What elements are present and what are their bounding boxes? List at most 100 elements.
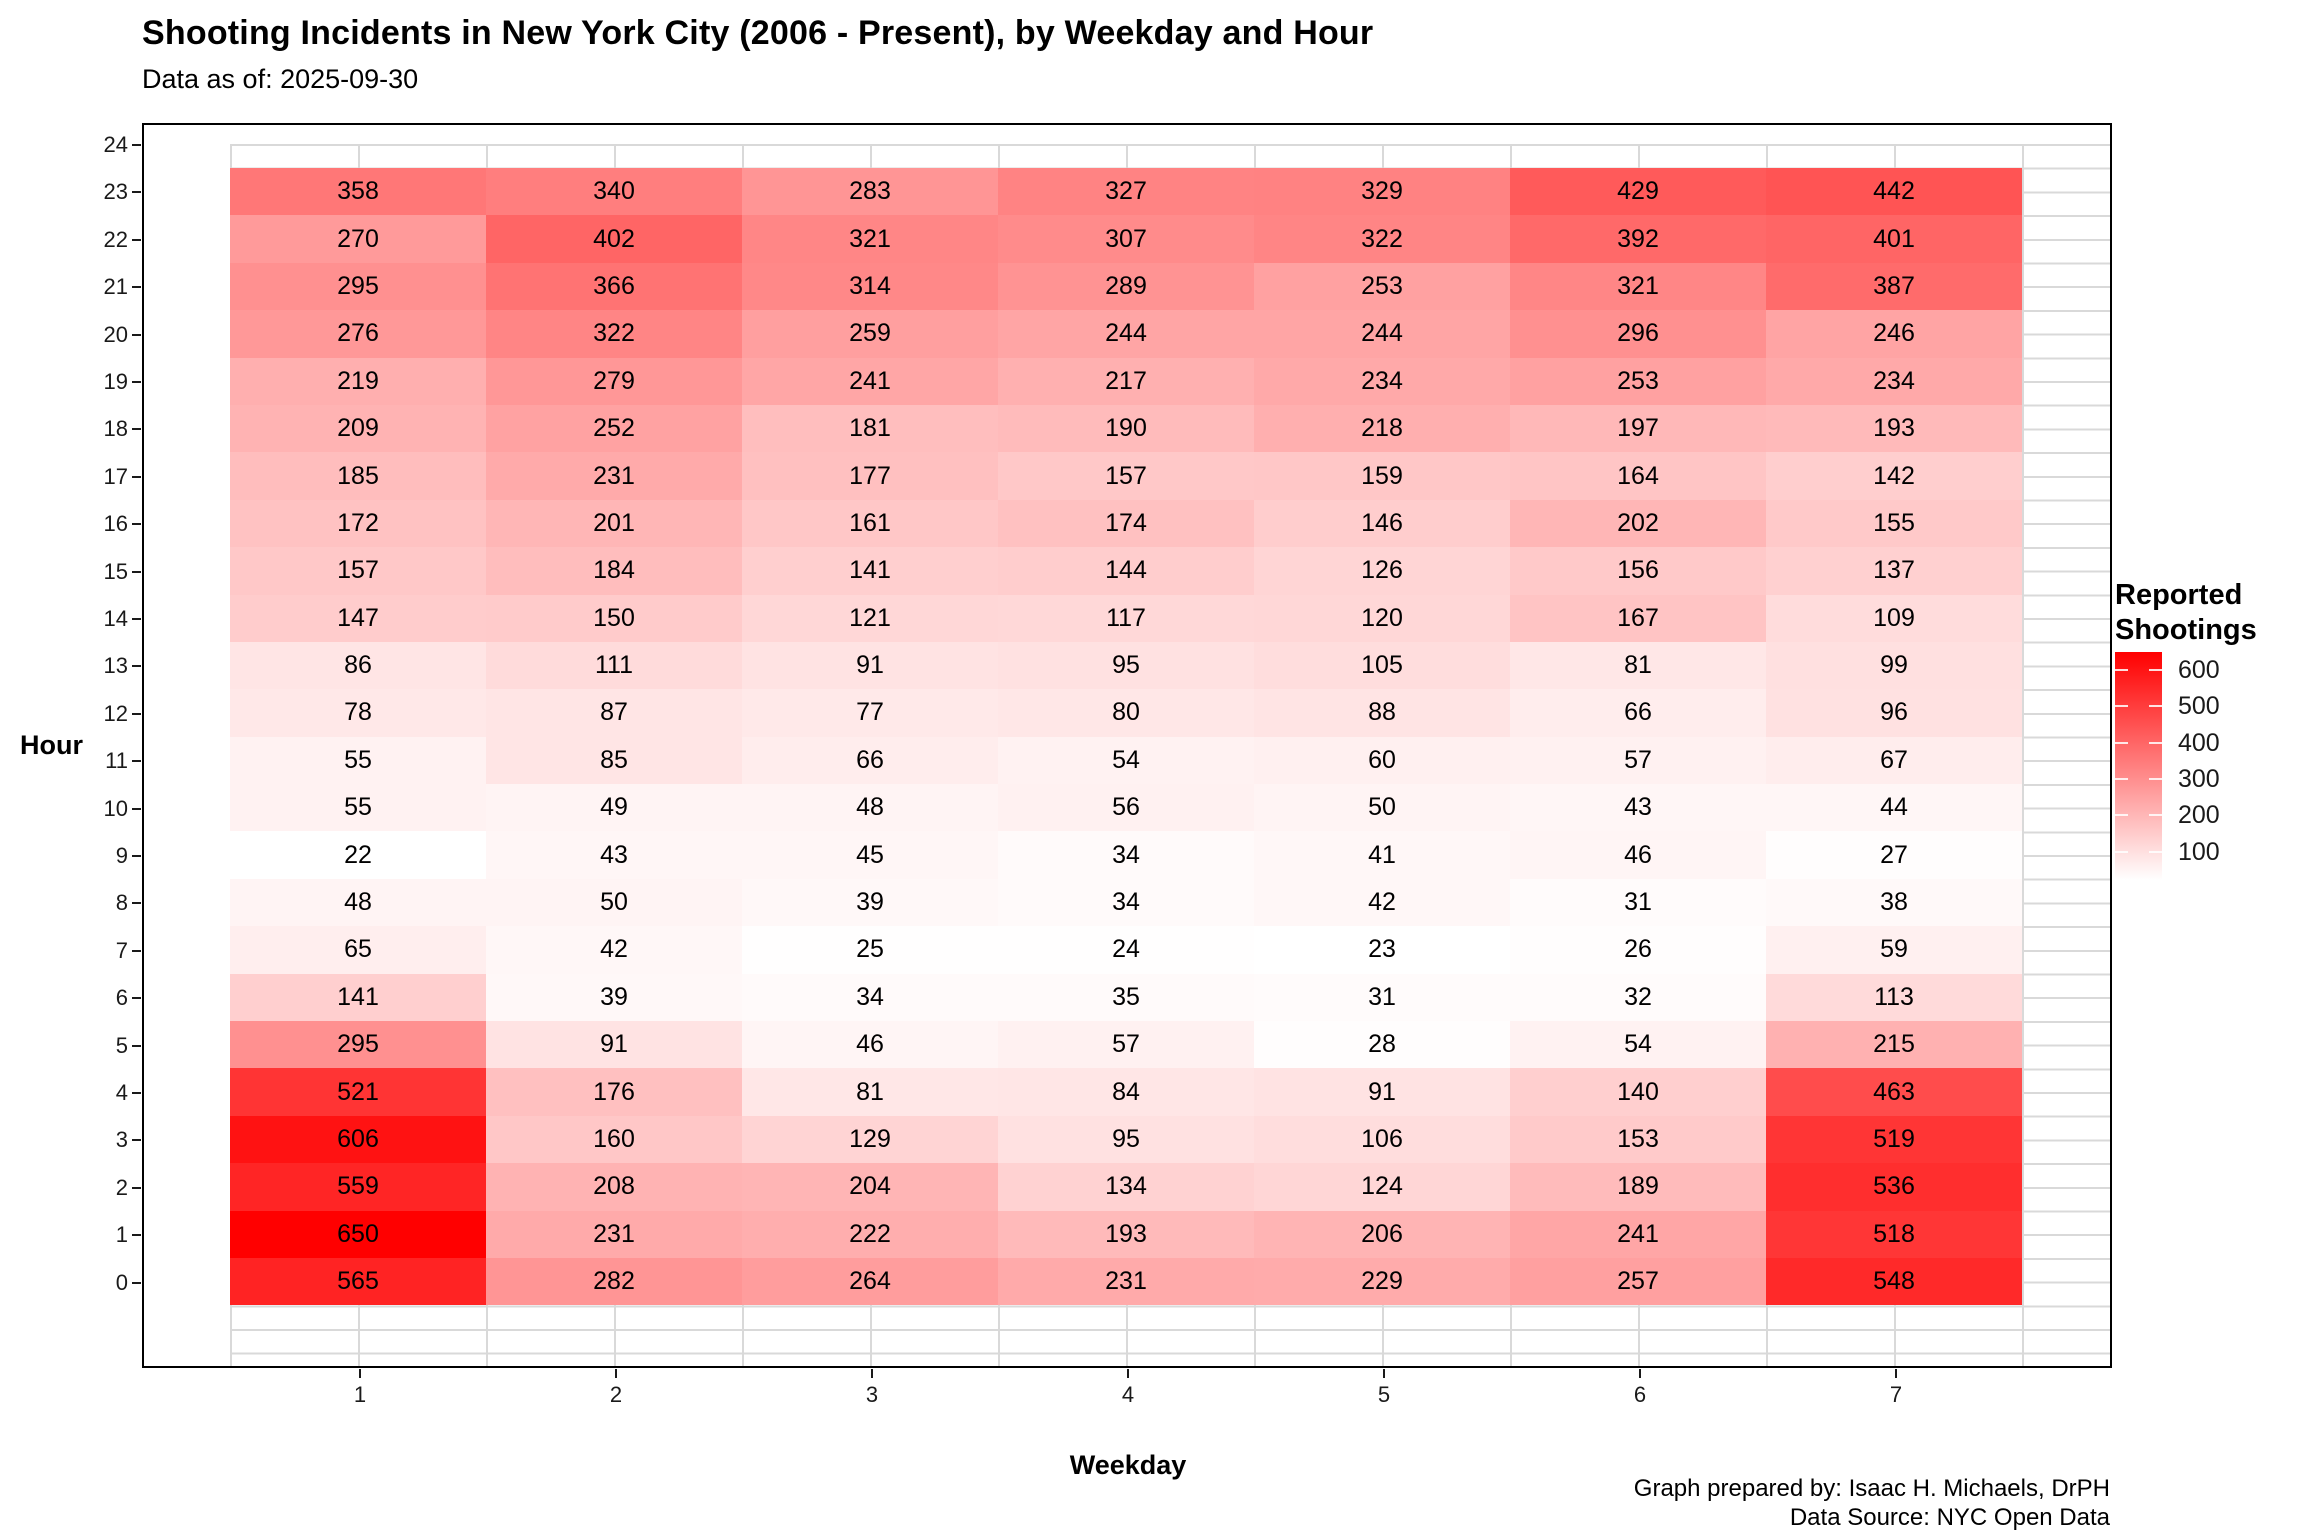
chart-subtitle: Data as of: 2025-09-30 (142, 64, 419, 94)
y-tick-mark (132, 428, 141, 431)
heatmap-cell: 137 (1766, 547, 2022, 595)
heatmap-cell: 295 (230, 1021, 486, 1069)
heatmap-cell: 50 (1254, 784, 1510, 832)
heatmap-cell: 31 (1510, 878, 1766, 927)
heatmap-cell: 134 (998, 1163, 1254, 1211)
heatmap-cell: 34 (742, 973, 998, 1022)
y-tick-label: 17 (103, 463, 128, 489)
heatmap-cell: 190 (998, 404, 1254, 453)
y-tick-label: 4 (115, 1080, 128, 1105)
heatmap-cell: 50 (486, 878, 742, 927)
heatmap-cell: 141 (230, 973, 486, 1022)
heatmap-cell: 217 (998, 357, 1254, 405)
x-tick-label: 7 (1889, 1382, 1903, 1407)
heatmap-cell: 201 (486, 499, 742, 548)
y-tick-mark (132, 1234, 141, 1237)
x-tick-label: 6 (1633, 1382, 1647, 1407)
heatmap-cell: 193 (1766, 404, 2022, 453)
y-tick-label: 24 (103, 132, 128, 157)
heatmap-cell: 387 (1766, 262, 2022, 311)
heatmap-cell: 296 (1510, 310, 1766, 358)
legend-tick-mark (2149, 705, 2162, 708)
y-tick-label: 14 (103, 606, 128, 631)
y-tick-label: 20 (103, 321, 128, 347)
legend-title: Reported Shootings (2115, 578, 2257, 648)
heatmap-cell: 34 (998, 878, 1254, 927)
heatmap-cell: 202 (1510, 499, 1766, 548)
heatmap-cell: 241 (1510, 1210, 1766, 1258)
heatmap-cell: 96 (1766, 689, 2022, 737)
heatmap-cell: 66 (1510, 689, 1766, 737)
y-tick-mark (132, 618, 141, 620)
heatmap-cell: 105 (1254, 641, 1510, 690)
heatmap-cell: 174 (998, 499, 1254, 548)
heatmap-cell: 142 (1766, 452, 2022, 500)
heatmap-cell: 289 (998, 262, 1254, 311)
x-tick-mark (1639, 1369, 1641, 1378)
heatmap-cell: 204 (742, 1163, 998, 1211)
legend-tick-mark (2115, 814, 2128, 817)
heatmap-cell: 536 (1766, 1163, 2022, 1211)
y-tick-label: 8 (115, 890, 128, 916)
heatmap-cell: 81 (1510, 641, 1766, 690)
heatmap-cell: 358 (230, 168, 486, 216)
heatmap-cell: 222 (742, 1210, 998, 1258)
y-tick-mark (132, 191, 141, 194)
x-tick-label: 4 (1121, 1382, 1135, 1407)
heatmap-cell: 120 (1254, 594, 1510, 642)
heatmap-cell: 144 (998, 547, 1254, 595)
heatmap-cell: 519 (1766, 1115, 2022, 1164)
heatmap-cell: 91 (1254, 1068, 1510, 1116)
heatmap-cell: 185 (230, 452, 486, 500)
heatmap-cell: 176 (486, 1068, 742, 1116)
heatmap-cell: 113 (1766, 973, 2022, 1022)
legend-tick-mark (2115, 669, 2128, 672)
y-tick-mark (132, 1092, 141, 1094)
legend-tick-mark (2149, 741, 2162, 744)
chart-title: Shooting Incidents in New York City (200… (142, 14, 1374, 52)
legend-tick-mark (2115, 741, 2128, 744)
legend-tick-mark (2149, 814, 2162, 817)
heatmap-cell: 121 (742, 594, 998, 642)
y-tick-mark (132, 855, 141, 857)
legend-tick-label: 200 (2178, 801, 2220, 830)
heatmap-cell: 160 (486, 1115, 742, 1164)
heatmap-cell: 392 (1510, 215, 1766, 263)
heatmap-cell: 140 (1510, 1068, 1766, 1116)
heatmap-cell: 150 (486, 594, 742, 642)
heatmap-cell: 91 (742, 641, 998, 690)
y-tick-mark (132, 902, 141, 905)
x-tick-label: 3 (865, 1382, 879, 1407)
heatmap-cell: 322 (1254, 215, 1510, 263)
heatmap-cell: 219 (230, 357, 486, 405)
heatmap-cell: 559 (230, 1163, 486, 1211)
y-tick-label: 22 (103, 226, 128, 252)
heatmap-cell: 57 (998, 1021, 1254, 1069)
heatmap-cell: 521 (230, 1068, 486, 1116)
y-tick-mark (132, 760, 141, 763)
heatmap-cell: 279 (486, 357, 742, 405)
heatmap-cell: 60 (1254, 736, 1510, 785)
heatmap-cell: 252 (486, 404, 742, 453)
heatmap-cell: 283 (742, 168, 998, 216)
y-tick-label: 9 (115, 843, 128, 868)
y-tick-label: 2 (115, 1174, 128, 1200)
x-tick-label: 5 (1377, 1382, 1391, 1407)
legend-gradient-bar (2115, 652, 2162, 880)
x-tick-mark (615, 1369, 617, 1378)
heatmap-cell: 208 (486, 1163, 742, 1211)
legend-tick-mark (2115, 705, 2128, 708)
heatmap-cell: 54 (1510, 1021, 1766, 1069)
heatmap-cell: 231 (998, 1257, 1254, 1306)
heatmap-cell: 322 (486, 310, 742, 358)
legend-tick-mark (2149, 669, 2162, 672)
heatmap-cell: 22 (230, 831, 486, 879)
heatmap-cell: 197 (1510, 404, 1766, 453)
heatmap-cell: 146 (1254, 499, 1510, 548)
y-tick-mark (132, 333, 141, 336)
heatmap-cell: 548 (1766, 1257, 2022, 1306)
heatmap-cell: 117 (998, 594, 1254, 642)
heatmap-cell: 126 (1254, 547, 1510, 595)
y-tick-label: 21 (103, 274, 128, 300)
y-tick-mark (132, 1186, 141, 1189)
